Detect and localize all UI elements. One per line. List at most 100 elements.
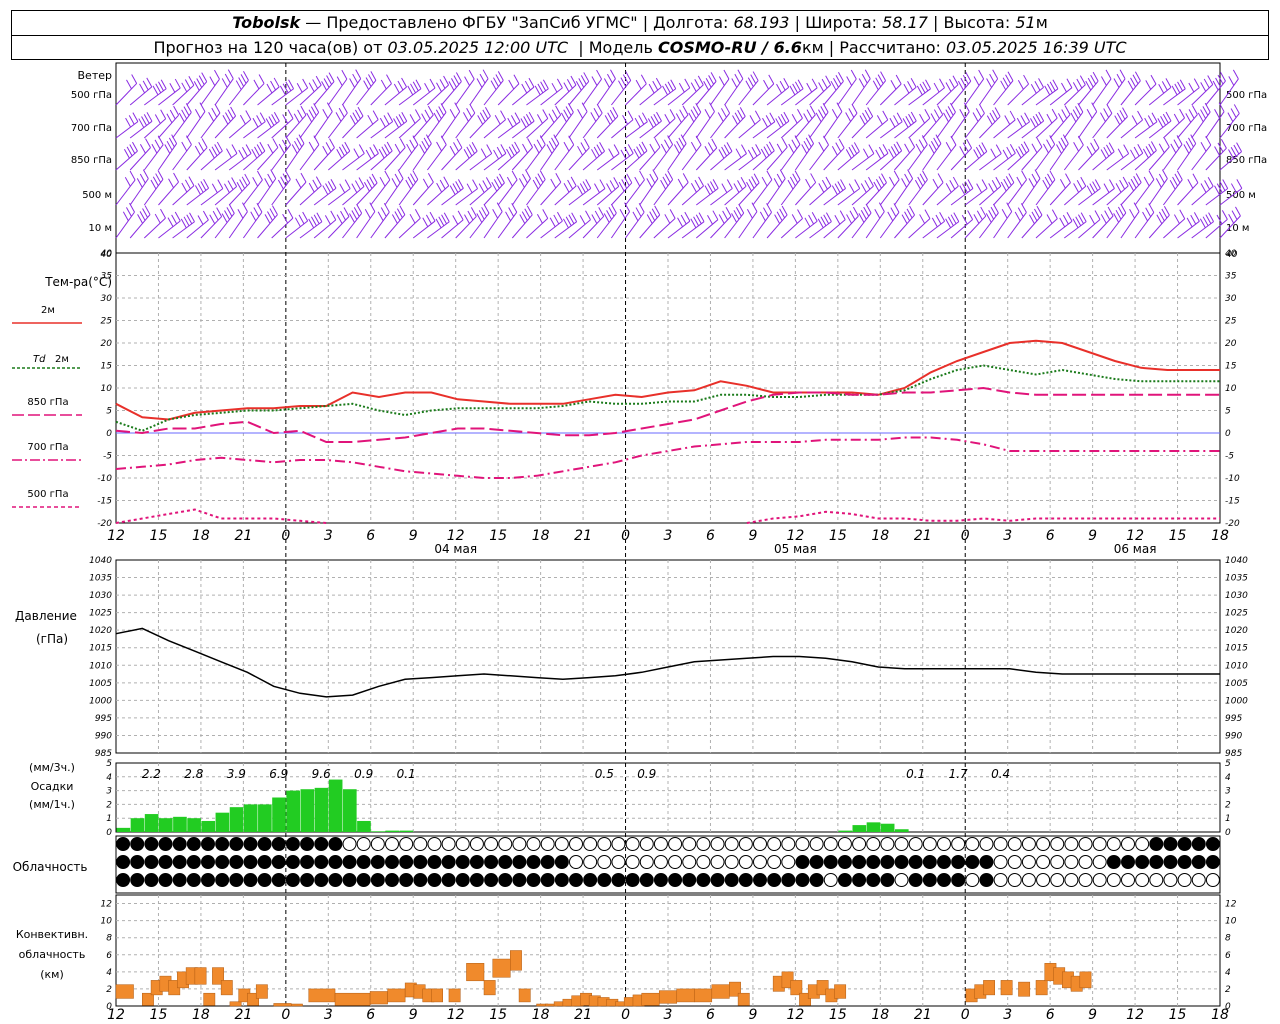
wind-barb-flag — [139, 211, 146, 221]
temp-ytick-right: 15 — [1225, 362, 1237, 372]
wind-barb-flag — [379, 117, 386, 128]
wind-barb-flag — [748, 179, 755, 189]
wind-barb-flag — [1200, 142, 1207, 152]
conv-xtick: 12 — [107, 1007, 125, 1023]
pres-ytick-right: 1005 — [1225, 679, 1248, 689]
wind-barb-flag — [399, 138, 406, 148]
temp-ytick-right: 5 — [1225, 407, 1231, 417]
wind-barb-flag — [425, 134, 432, 144]
wind-barb-flag — [1158, 143, 1165, 153]
wind-barb-flag — [1056, 144, 1062, 154]
wind-barb-flag — [506, 148, 512, 159]
wind-barb — [738, 182, 760, 206]
wind-barb-flag — [881, 173, 887, 183]
wind-barb — [384, 214, 406, 239]
wind-barb-flag — [1002, 149, 1009, 160]
wind-barb-flag — [698, 212, 705, 222]
wind-barb-flag — [1009, 144, 1016, 154]
wind-barb-flag — [409, 139, 416, 150]
conv-title-c: (км) — [40, 968, 64, 981]
wind-barb-flag — [224, 183, 230, 193]
wind-barb-flag — [181, 141, 188, 152]
cloud-cover-circle — [116, 855, 131, 869]
wind-barb-flag — [660, 179, 667, 190]
wind-barb-flag — [469, 144, 475, 154]
cloud-cover-circle — [639, 873, 654, 887]
wind-barb-flag — [523, 116, 530, 126]
cloud-cover-circle — [314, 873, 329, 887]
cloud-cover-circle — [1177, 837, 1192, 851]
cloud-cover-circle — [1078, 837, 1093, 851]
wind-barb-flag — [282, 83, 289, 94]
cloud-cover-circle — [1064, 855, 1079, 869]
wind-barb — [398, 88, 422, 106]
wind-barb — [172, 144, 192, 171]
cloud-cover-circle — [116, 873, 131, 887]
temp-ytick-left: -10 — [97, 474, 112, 484]
wind-barb-flag — [890, 207, 897, 217]
wind-barb-flag — [227, 109, 234, 120]
pres-ytick-right: 995 — [1225, 714, 1242, 724]
cloud-cover-circle — [951, 873, 966, 887]
wind-barb-flag — [1156, 214, 1163, 224]
wind-barb — [1007, 212, 1027, 239]
wind-barb-flag — [308, 182, 315, 193]
wind-barb-flag — [1103, 108, 1110, 118]
cloud-cover-circle — [611, 873, 626, 887]
wind-barb-flag — [353, 148, 360, 158]
wind-barb — [568, 187, 592, 206]
wind-barb-flag — [556, 211, 563, 222]
wind-barb — [794, 143, 814, 171]
alt-value: 51 — [1015, 13, 1036, 32]
wind-barb — [115, 150, 138, 171]
precip-bar — [852, 825, 867, 832]
wind-barb — [1219, 78, 1239, 106]
wind-barb-flag — [590, 112, 597, 122]
wind-barb-flag — [709, 102, 715, 112]
wind-barb — [724, 153, 747, 171]
wind-barb-flag — [626, 173, 633, 184]
wind-barb-flag — [340, 210, 346, 221]
wind-barb-flag — [820, 216, 827, 226]
wind-barb-flag — [1228, 214, 1235, 224]
wind-barb-flag — [1034, 81, 1041, 91]
wind-barb-flag — [1103, 146, 1110, 157]
wind-barb-flag — [692, 106, 699, 116]
wind-barb-flag — [144, 205, 151, 215]
prec-ytick-left: 0 — [106, 828, 112, 838]
cloud-cover-circle — [1191, 855, 1206, 869]
wind-barb-flag — [200, 181, 207, 191]
conv-ytick-right: 2 — [1225, 985, 1231, 995]
wind-barb — [936, 221, 960, 239]
wind-barb-flag — [1173, 113, 1180, 124]
prec-ytick-right: 3 — [1225, 787, 1231, 797]
wind-barb-flag — [296, 83, 303, 93]
wind-barb — [993, 119, 1016, 139]
wind-barb-flag — [688, 112, 695, 123]
wind-barb-flag — [1199, 218, 1206, 228]
cloud-cover-circle — [1007, 873, 1022, 887]
wind-barb-flag — [809, 105, 816, 115]
temp-xtick: 15 — [829, 528, 847, 544]
wind-barb-flag — [759, 211, 766, 222]
wind-barb-flag — [366, 179, 373, 189]
pres-ytick-right: 1020 — [1225, 626, 1248, 636]
wind-barb-flag — [466, 183, 473, 193]
temp-title: Тем-ра(°C) — [44, 275, 112, 289]
wind-barb-flag — [791, 139, 798, 149]
wind-barb-flag — [155, 83, 162, 94]
pres-ytick-left: 985 — [95, 749, 112, 759]
wind-barb-flag — [1162, 113, 1169, 124]
wind-barb-flag — [1230, 183, 1237, 193]
cloud-cover-circle — [639, 837, 654, 851]
wind-barb-flag — [585, 179, 592, 189]
wind-barb-flag — [1117, 148, 1124, 158]
precip-3h-label: 1.7 — [949, 767, 968, 781]
wind-barb-flag — [186, 214, 193, 225]
wind-barb — [823, 80, 844, 106]
wind-barb-flag — [1077, 135, 1084, 146]
wind-barb-flag — [1236, 142, 1243, 152]
wind-barb-flag — [217, 179, 224, 189]
wind-barb-flag — [354, 180, 361, 190]
wind-barb-flag — [978, 69, 985, 80]
